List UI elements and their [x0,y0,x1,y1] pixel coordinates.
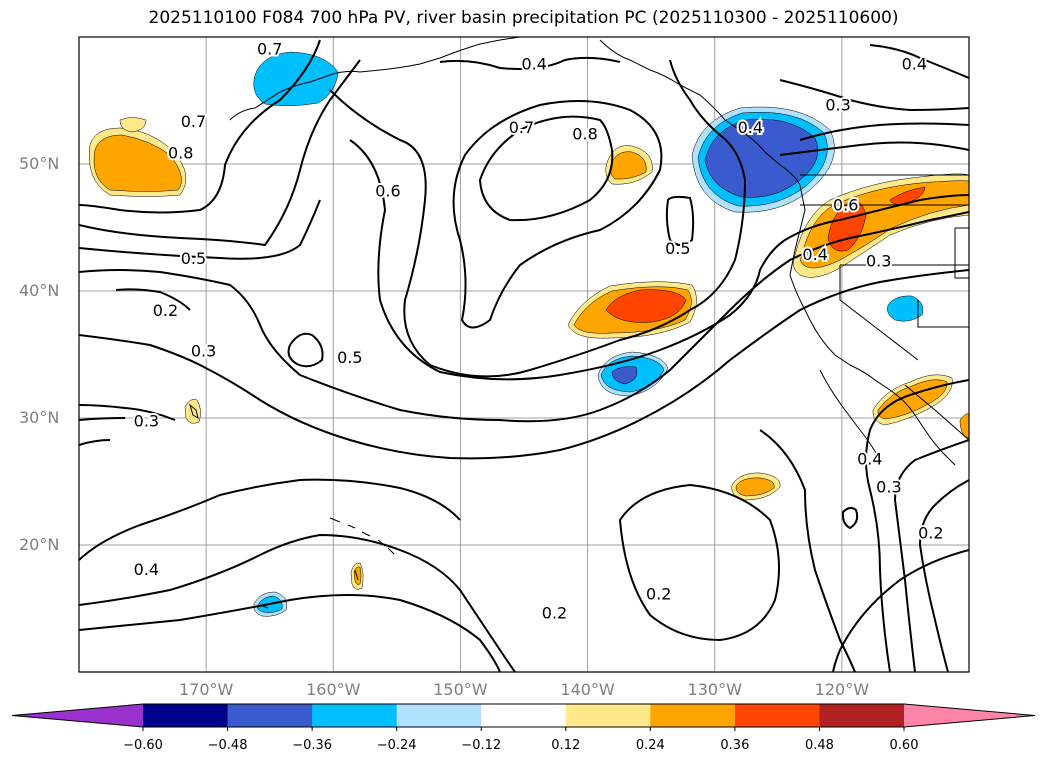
contour-label: 0.3 [876,478,901,497]
pv-contour-0.2-far [832,549,969,672]
contour-label: 0.5 [337,348,362,367]
map-title: 2025110100 F084 700 hPa PV, river basin … [148,8,899,28]
pv-contour-0.5 [79,59,361,247]
pv-contour-0.2-loop [618,483,780,642]
pv-contour-0.4-south2 [79,533,516,672]
anomaly-positive-dateline-core [93,134,182,192]
lon-tick-label: 120°W [814,680,870,699]
map-frame [78,36,970,673]
pv-contour-0.7-loop [452,100,663,329]
pv-contour-0.3b [79,417,126,421]
contour-label: 0.4 [134,560,159,579]
contour-label: 0.6 [833,196,858,215]
lon-tick-label: 140°W [560,680,615,699]
colorbar-segment [143,704,229,727]
pv-contour-0.6b [329,59,747,378]
contour-label: 0.3 [134,412,159,431]
contour-label: 0.7 [509,118,534,137]
pv-contour-0.4-mid [79,211,969,423]
colorbar-segment [650,704,736,727]
colorbar-tick-label: −0.24 [376,738,417,753]
colorbar-extend-max [904,704,1035,727]
anomaly-negative-aleutian [253,51,339,106]
colorbar-tick-label: −0.36 [292,738,333,753]
pv-contour-0.3-ne [779,79,969,112]
pv-contour-0.3-mid [79,269,969,460]
pv-contour-0.3-left [79,404,176,421]
pv-contour-0.6-right [779,141,969,156]
pv-contour-small-loop [841,506,859,530]
lon-tick-label: 170°W [178,680,234,699]
pv-contours [79,39,969,672]
colorbar-tick-label: −0.60 [123,738,163,753]
lat-tick-label: 50°N [19,154,60,173]
colorbar-tick-label: −0.48 [207,738,248,753]
contour-label: 0.4 [902,55,927,74]
pv-contour-0.4-south [79,478,461,561]
colorbar-tick-label: 0.48 [804,738,834,753]
contour-label: 0.2 [542,603,567,622]
pv-contour-0.5-loop [287,332,324,368]
contour-label: 0.8 [168,144,193,163]
contour-label: 0.5 [181,249,206,268]
pv-contour-0.5b [79,199,321,260]
lat-tick-label: 20°N [19,535,60,554]
colorbar-tick-label: −0.12 [461,738,502,753]
colorbar-tick-label: 0.12 [551,738,581,753]
pv-contour-0.2-left [115,288,191,311]
pv-contour-0.8-loop [478,115,614,222]
colorbar [11,703,1036,731]
colorbar-segment [819,704,905,727]
colorbar-tick-label: 0.60 [889,738,919,753]
pv-contour-0.3-se [759,429,856,672]
colorbar-segment [481,704,567,727]
colorbar-segment [734,704,820,727]
pv-contour-0.4-right [799,122,969,141]
pv-contour-0.3c [79,439,111,446]
contour-label: 0.3 [191,342,216,361]
pv-contour-0.2-south [79,594,501,672]
colorbar-segment [565,704,651,727]
contour-label: 0.2 [153,301,178,320]
pv-contour-0.4-north [439,56,621,70]
pv-contour-0.2-se [918,479,969,672]
anomaly-negative-nevada [887,295,924,322]
pv-contour-0.3-se2 [893,439,969,672]
contour-label: 0.6 [375,182,400,201]
contour-label: 0.4 [521,55,546,74]
lon-tick-label: 130°W [687,680,742,699]
contour-label: 0.4 [857,450,882,469]
contour-label: 0.7 [181,112,206,131]
contour-label: 0.3 [825,95,850,114]
contour-label: 0.4 [738,118,763,137]
contour-label: 0.4 [802,245,827,264]
contour-label: 0.7 [257,39,282,58]
colorbar-segment [396,704,482,727]
pv-contour-0.4-ne [869,44,969,79]
contour-label: 0.2 [918,523,943,542]
pv-contour-0.5-small [665,195,695,246]
colorbar-tick-label: 0.36 [720,738,750,753]
colorbar-tick-label: 0.24 [635,738,665,753]
contour-label: 0.2 [646,584,671,603]
pv-contour-0.5c [349,139,969,381]
contour-label: 0.5 [665,239,690,258]
contour-label: 0.8 [572,125,597,144]
pv-contour-0.6 [79,39,321,214]
contour-label: 0.3 [866,252,891,271]
colorbar-extend-min [12,704,143,727]
lon-tick-label: 150°W [433,680,488,699]
lon-tick-label: 160°W [306,680,361,699]
colorbar-segment [227,704,313,727]
lat-tick-label: 30°N [19,408,60,427]
colorbar-segment [312,704,398,727]
contour-labels: 0.7 0.4 0.4 0.3 0.7 0.7 0.8 0.4 0.8 0.6 0.6 0.5 0.4 0… [132,37,946,624]
lat-tick-label: 40°N [19,281,60,300]
